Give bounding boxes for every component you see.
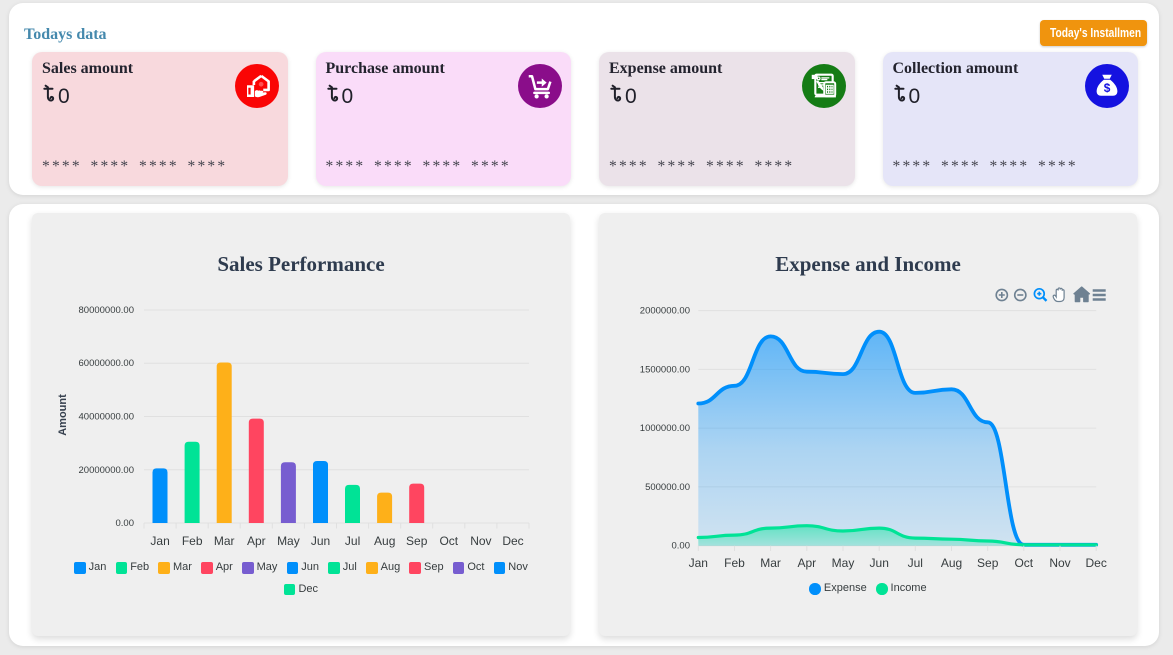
- svg-text:Dec: Dec: [1086, 556, 1107, 570]
- svg-text:Jan: Jan: [150, 534, 169, 548]
- svg-text:1500000.00: 1500000.00: [640, 364, 690, 375]
- svg-text:60000000.00: 60000000.00: [79, 358, 134, 369]
- svg-text:500000.00: 500000.00: [645, 482, 690, 493]
- svg-text:0.00: 0.00: [116, 518, 135, 529]
- svg-text:2000000.00: 2000000.00: [640, 306, 690, 317]
- svg-text:$: $: [1104, 81, 1111, 95]
- svg-text:Oct: Oct: [1014, 556, 1033, 570]
- svg-text:Aug: Aug: [941, 556, 962, 570]
- svg-text:Jan: Jan: [689, 556, 708, 570]
- svg-text:Sep: Sep: [977, 556, 999, 570]
- svg-text:80000000.00: 80000000.00: [79, 305, 134, 316]
- svg-text:May: May: [832, 556, 855, 570]
- svg-text:Sep: Sep: [406, 534, 428, 548]
- svg-text:Mar: Mar: [214, 534, 235, 548]
- svg-text:Jun: Jun: [311, 534, 330, 548]
- svg-text:Jun: Jun: [870, 556, 889, 570]
- svg-text:Mar: Mar: [760, 556, 781, 570]
- svg-text:Nov: Nov: [470, 534, 491, 548]
- svg-text:Dec: Dec: [502, 534, 523, 548]
- svg-text:Feb: Feb: [182, 534, 203, 548]
- svg-text:Aug: Aug: [374, 534, 395, 548]
- svg-text:Apr: Apr: [797, 556, 816, 570]
- svg-text:Apr: Apr: [247, 534, 266, 548]
- svg-text:20000000.00: 20000000.00: [79, 465, 134, 476]
- svg-text:Amount: Amount: [57, 394, 69, 436]
- svg-text:0.00: 0.00: [672, 541, 691, 552]
- svg-text:Feb: Feb: [724, 556, 745, 570]
- svg-text:1000000.00: 1000000.00: [640, 423, 690, 434]
- svg-text:Nov: Nov: [1049, 556, 1070, 570]
- svg-text:Jul: Jul: [908, 556, 923, 570]
- svg-text:Oct: Oct: [439, 534, 458, 548]
- svg-text:40000000.00: 40000000.00: [79, 412, 134, 423]
- svg-text:May: May: [277, 534, 300, 548]
- svg-text:Jul: Jul: [345, 534, 360, 548]
